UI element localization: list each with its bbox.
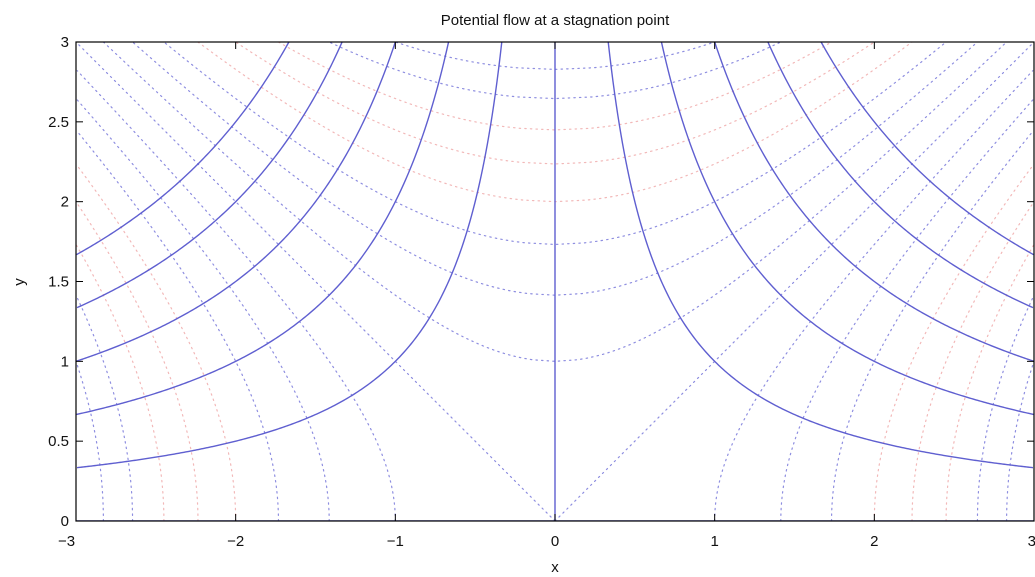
streamline-5-left xyxy=(76,42,290,256)
potential-line-14-0 xyxy=(945,244,1034,521)
streamlines xyxy=(76,42,1034,521)
streamline-3-left xyxy=(76,42,396,362)
streamline-1-right xyxy=(607,42,1034,469)
x-tick-label-1: −2 xyxy=(227,533,244,550)
x-tick-label-4: 1 xyxy=(710,533,718,550)
potential-line-16-0 xyxy=(1006,360,1034,521)
x-tick-label-2: −1 xyxy=(387,533,404,550)
potential-line-12-1 xyxy=(76,164,237,521)
y-axis-label: y xyxy=(11,278,28,286)
streamline-2-right xyxy=(660,42,1034,416)
streamline-1-left xyxy=(76,42,503,469)
x-tick-label-0: −3 xyxy=(58,533,75,550)
streamline-5-right xyxy=(820,42,1034,256)
potential-line-12-0 xyxy=(873,164,1034,521)
potential-line-10-1 xyxy=(76,98,330,521)
potential-line-5 xyxy=(164,42,946,246)
potential-line-10-0 xyxy=(780,98,1034,521)
potential-line-13-1 xyxy=(76,201,199,521)
streamline-4-right xyxy=(767,42,1034,309)
x-tick-label-6: 3 xyxy=(1028,533,1035,550)
y-tick-label-5: 2.5 xyxy=(48,114,69,131)
potential-line-15-1 xyxy=(76,295,134,521)
y-tick-label-4: 2 xyxy=(61,194,69,211)
streamline-3-right xyxy=(714,42,1034,362)
y-tick-label-0: 0 xyxy=(61,513,69,530)
potential-line-8-0 xyxy=(554,42,1034,521)
potential-line-13-0 xyxy=(911,201,1034,521)
potential-line-11-1 xyxy=(76,130,280,521)
streamline-4-left xyxy=(76,42,343,309)
y-tick-label-6: 3 xyxy=(61,34,69,51)
y-tick-label-2: 1 xyxy=(61,353,69,370)
axis-ticks: −3 −2 −1 0 1 2 3 0 0.5 1 1.5 2 2.5 3 xyxy=(48,34,1035,550)
potential-line-8-1 xyxy=(76,42,556,521)
y-tick-label-3: 1.5 xyxy=(48,274,69,291)
x-tick-label-3: 0 xyxy=(551,533,559,550)
x-axis-label: x xyxy=(551,559,559,576)
potential-line-16-1 xyxy=(76,360,104,521)
chart-title: Potential flow at a stagnation point xyxy=(441,12,670,29)
potential-line-11-0 xyxy=(830,130,1034,521)
x-tick-label-5: 2 xyxy=(870,533,878,550)
potential-line-15-0 xyxy=(976,295,1034,521)
streamline-2-left xyxy=(76,42,450,416)
potential-line-14-1 xyxy=(76,244,165,521)
potential-line-7 xyxy=(102,42,1008,362)
potential-line-9-0 xyxy=(714,70,1034,521)
potential-line-2 xyxy=(277,42,833,131)
potential-line-9-1 xyxy=(76,70,396,521)
y-tick-label-1: 0.5 xyxy=(48,433,69,450)
